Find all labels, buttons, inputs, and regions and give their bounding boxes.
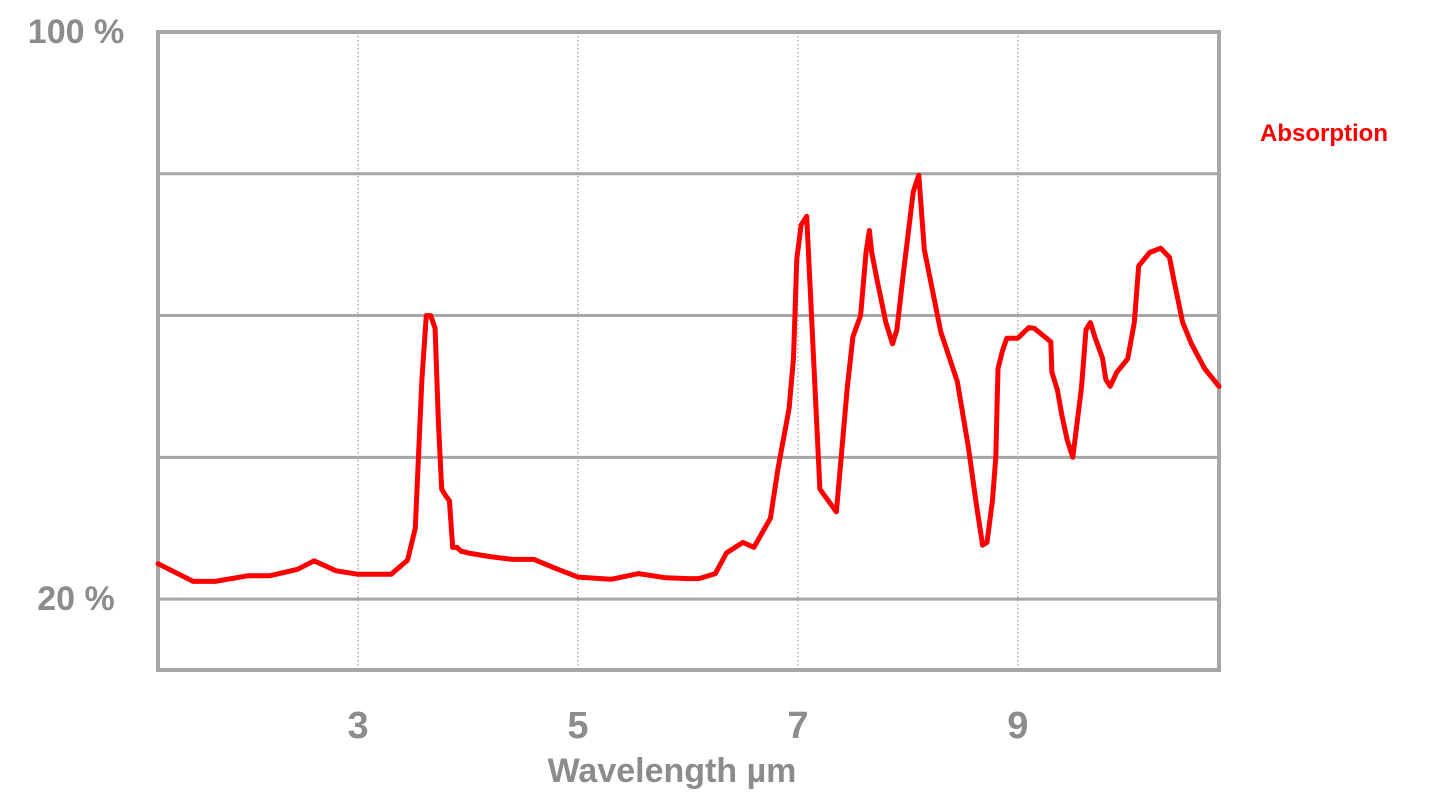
y-tick-20: 20 % [37,580,115,618]
x-tick-7: 7 [787,705,808,747]
x-axis-label: Wavelength µm [548,752,797,790]
x-tick-9: 9 [1007,705,1028,747]
grid [156,30,1221,672]
tick-labels: 3 5 7 9 100 % 20 % [28,13,1029,747]
legend-absorption: Absorption [1260,120,1388,147]
plot-frame [156,30,1221,672]
x-tick-3: 3 [348,705,369,747]
y-tick-100: 100 % [28,13,124,51]
x-tick-5: 5 [567,705,588,747]
series-line-1 [155,172,1222,584]
series-layer [155,172,1222,584]
